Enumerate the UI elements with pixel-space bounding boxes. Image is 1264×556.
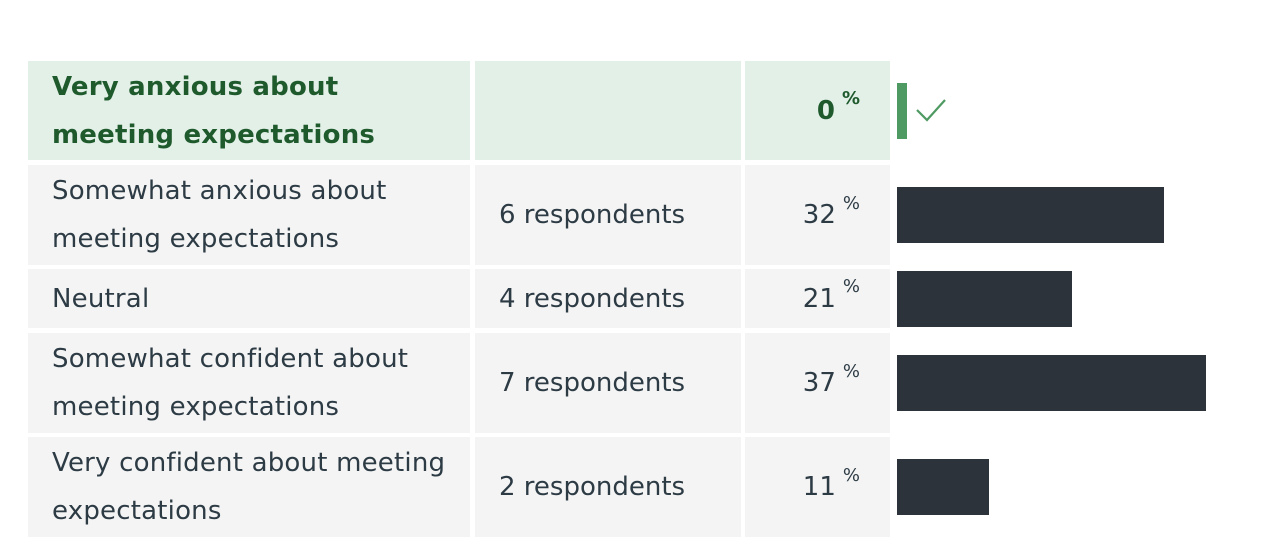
answer-percentage: 37% [745, 333, 890, 433]
percent-symbol: % [842, 360, 860, 382]
respondent-count [475, 61, 741, 160]
answer-row-correct: Very anxious about meeting expectations … [28, 61, 1264, 160]
bar-area [897, 61, 1257, 160]
bar-area [897, 333, 1257, 433]
bar-area [897, 165, 1257, 265]
bar-area [897, 269, 1257, 328]
check-icon [916, 99, 946, 122]
percentage-bar [897, 459, 989, 515]
percent-value: 11 [802, 472, 836, 502]
percentage-bar [897, 355, 1206, 411]
answer-label: Very confident about meeting expectation… [28, 437, 470, 537]
respondent-count: 6 respondents [475, 165, 741, 265]
answer-label: Very anxious about meeting expectations [28, 61, 470, 160]
percentage-bar [897, 187, 1164, 243]
answer-row: Very confident about meeting expectation… [28, 437, 1264, 537]
correct-answer-marker [897, 83, 907, 139]
respondent-count: 4 respondents [475, 269, 741, 328]
percent-value: 32 [802, 200, 836, 230]
percent-value: 37 [802, 368, 836, 398]
respondent-count: 7 respondents [475, 333, 741, 433]
answer-percentage: 21% [745, 269, 890, 328]
percent-value: 0 [816, 95, 835, 126]
respondent-count: 2 respondents [475, 437, 741, 537]
answer-row: Neutral 4 respondents 21% [28, 269, 1264, 328]
percent-value: 21 [802, 283, 836, 314]
percent-symbol: % [842, 192, 860, 214]
percent-symbol: % [842, 464, 860, 486]
answer-label: Somewhat anxious about meeting expectati… [28, 165, 470, 265]
percent-symbol: % [842, 276, 860, 297]
answer-label: Somewhat confident about meeting expecta… [28, 333, 470, 433]
bar-area [897, 437, 1257, 537]
answer-row: Somewhat anxious about meeting expectati… [28, 165, 1264, 265]
answer-percentage: 11% [745, 437, 890, 537]
answer-row: Somewhat confident about meeting expecta… [28, 333, 1264, 433]
answer-percentage: 0% [745, 61, 890, 160]
percentage-bar [897, 271, 1072, 327]
answer-percentage: 32% [745, 165, 890, 265]
percent-symbol: % [841, 88, 860, 109]
answer-label: Neutral [28, 269, 470, 328]
